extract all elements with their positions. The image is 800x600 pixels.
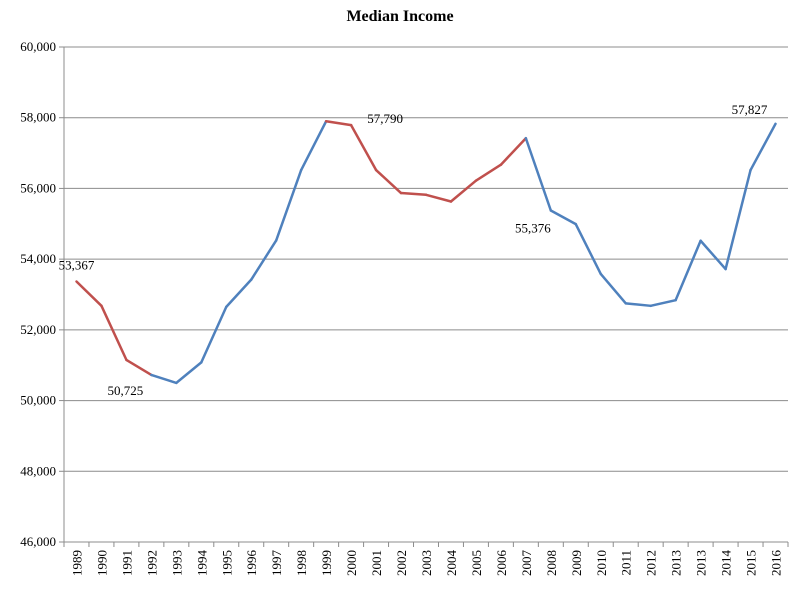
line-segment xyxy=(399,191,428,197)
x-tick-label: 1990 xyxy=(94,550,109,576)
data-label: 55,376 xyxy=(515,220,551,235)
y-tick-label: 50,000 xyxy=(20,393,56,408)
x-tick-label: 2003 xyxy=(419,550,434,576)
y-tick-label: 58,000 xyxy=(20,110,56,125)
x-tick-label: 1995 xyxy=(219,550,234,576)
x-tick-label: 1994 xyxy=(194,550,209,577)
data-label: 57,790 xyxy=(367,111,403,126)
x-tick-label: 2001 xyxy=(369,550,384,576)
x-tick-label: 2010 xyxy=(594,550,609,576)
x-tick-label: 2004 xyxy=(444,550,459,577)
y-tick-label: 56,000 xyxy=(20,180,56,195)
y-tick-label: 52,000 xyxy=(20,322,56,337)
line-segment xyxy=(324,120,353,127)
x-tick-label: 1993 xyxy=(169,550,184,576)
x-tick-label: 2007 xyxy=(519,550,534,577)
x-tick-label: 1996 xyxy=(244,550,259,577)
line-segment xyxy=(200,305,228,364)
x-tick-label: 2006 xyxy=(494,550,509,577)
line-segment xyxy=(225,278,253,309)
x-tick-label: 2015 xyxy=(744,550,759,576)
line-segment xyxy=(674,239,702,302)
line-segment xyxy=(100,304,128,362)
x-tick-label: 2000 xyxy=(344,550,359,576)
line-segment xyxy=(299,120,328,172)
x-tick-label: 2013 xyxy=(694,550,709,576)
line-segment xyxy=(150,373,178,385)
line-segment xyxy=(424,193,453,203)
data-label: 53,367 xyxy=(59,258,95,273)
line-segment xyxy=(249,239,278,281)
x-tick-label: 1989 xyxy=(69,550,84,576)
line-segment xyxy=(474,163,503,182)
y-tick-label: 54,000 xyxy=(20,251,56,266)
x-tick-label: 2005 xyxy=(469,550,484,576)
x-tick-label: 2009 xyxy=(569,550,584,576)
x-tick-label: 1992 xyxy=(144,550,159,576)
x-tick-label: 2012 xyxy=(644,550,659,576)
x-tick-label: 2016 xyxy=(769,550,784,577)
line-segment xyxy=(624,302,652,308)
line-segment xyxy=(499,136,528,166)
x-tick-label: 2013 xyxy=(669,550,684,576)
line-segment xyxy=(75,280,103,308)
chart-title: Median Income xyxy=(346,8,454,25)
line-segment xyxy=(374,168,403,195)
x-tick-label: 2011 xyxy=(619,550,634,576)
y-tick-label: 60,000 xyxy=(20,39,56,54)
line-segment xyxy=(349,123,378,172)
line-segment xyxy=(699,239,727,271)
line-segment xyxy=(599,272,627,305)
x-tick-label: 1997 xyxy=(269,550,284,577)
x-tick-label: 2002 xyxy=(394,550,409,576)
line-segment xyxy=(749,122,777,172)
x-tick-label: 2008 xyxy=(544,550,559,576)
y-tick-label: 48,000 xyxy=(20,463,56,478)
y-tick-label: 46,000 xyxy=(20,534,56,549)
line-segment xyxy=(574,222,603,276)
data-label: 57,827 xyxy=(732,102,768,117)
line-segment xyxy=(649,298,677,308)
line-segment xyxy=(549,209,578,226)
line-segment xyxy=(524,136,553,212)
data-label: 50,725 xyxy=(108,383,144,398)
x-tick-label: 2014 xyxy=(719,550,734,577)
line-segment xyxy=(125,358,153,377)
x-tick-label: 1991 xyxy=(119,550,134,576)
x-tick-label: 1999 xyxy=(319,550,334,576)
line-segment xyxy=(449,179,478,203)
line-segment xyxy=(724,168,752,271)
line-segment xyxy=(175,361,203,385)
x-tick-label: 1998 xyxy=(294,550,309,576)
line-segment xyxy=(274,168,303,242)
